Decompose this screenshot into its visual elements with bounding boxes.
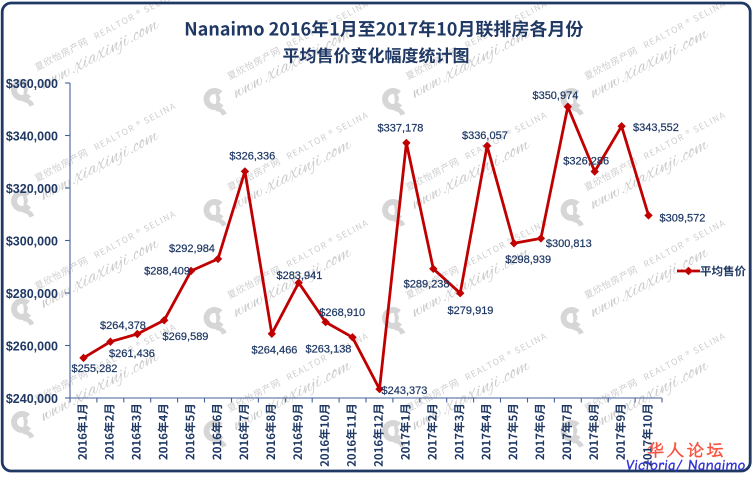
svg-text:$360,000: $360,000 bbox=[6, 77, 58, 91]
svg-text:$260,000: $260,000 bbox=[6, 340, 58, 354]
svg-text:$292,984: $292,984 bbox=[169, 243, 215, 255]
svg-text:$255,282: $255,282 bbox=[72, 363, 118, 375]
svg-text:$298,939: $298,939 bbox=[505, 254, 551, 266]
svg-text:$240,000: $240,000 bbox=[6, 392, 58, 406]
svg-text:$320,000: $320,000 bbox=[6, 182, 58, 196]
svg-text:$350,974: $350,974 bbox=[532, 90, 578, 102]
svg-text:$243,373: $243,373 bbox=[382, 385, 428, 397]
svg-text:$269,589: $269,589 bbox=[163, 331, 209, 343]
svg-text:$300,813: $300,813 bbox=[546, 238, 592, 250]
svg-text:$289,238: $289,238 bbox=[404, 279, 450, 291]
svg-text:$283,941: $283,941 bbox=[276, 270, 322, 282]
svg-text:$263,138: $263,138 bbox=[306, 343, 352, 355]
svg-text:$280,000: $280,000 bbox=[6, 287, 58, 301]
svg-text:$309,572: $309,572 bbox=[660, 213, 706, 225]
svg-text:$337,178: $337,178 bbox=[378, 123, 424, 135]
svg-text:$279,919: $279,919 bbox=[448, 305, 494, 317]
svg-text:$326,286: $326,286 bbox=[563, 156, 609, 168]
svg-text:$268,910: $268,910 bbox=[319, 307, 365, 319]
svg-text:$288,409: $288,409 bbox=[144, 266, 190, 278]
svg-text:$326,336: $326,336 bbox=[229, 151, 275, 163]
svg-text:$300,000: $300,000 bbox=[6, 235, 58, 249]
svg-text:$336,057: $336,057 bbox=[462, 130, 508, 142]
svg-text:$340,000: $340,000 bbox=[6, 130, 58, 144]
svg-text:$343,552: $343,552 bbox=[633, 122, 679, 134]
svg-text:$264,378: $264,378 bbox=[100, 320, 146, 332]
svg-text:$264,466: $264,466 bbox=[252, 345, 298, 357]
svg-text:$261,436: $261,436 bbox=[109, 348, 155, 360]
